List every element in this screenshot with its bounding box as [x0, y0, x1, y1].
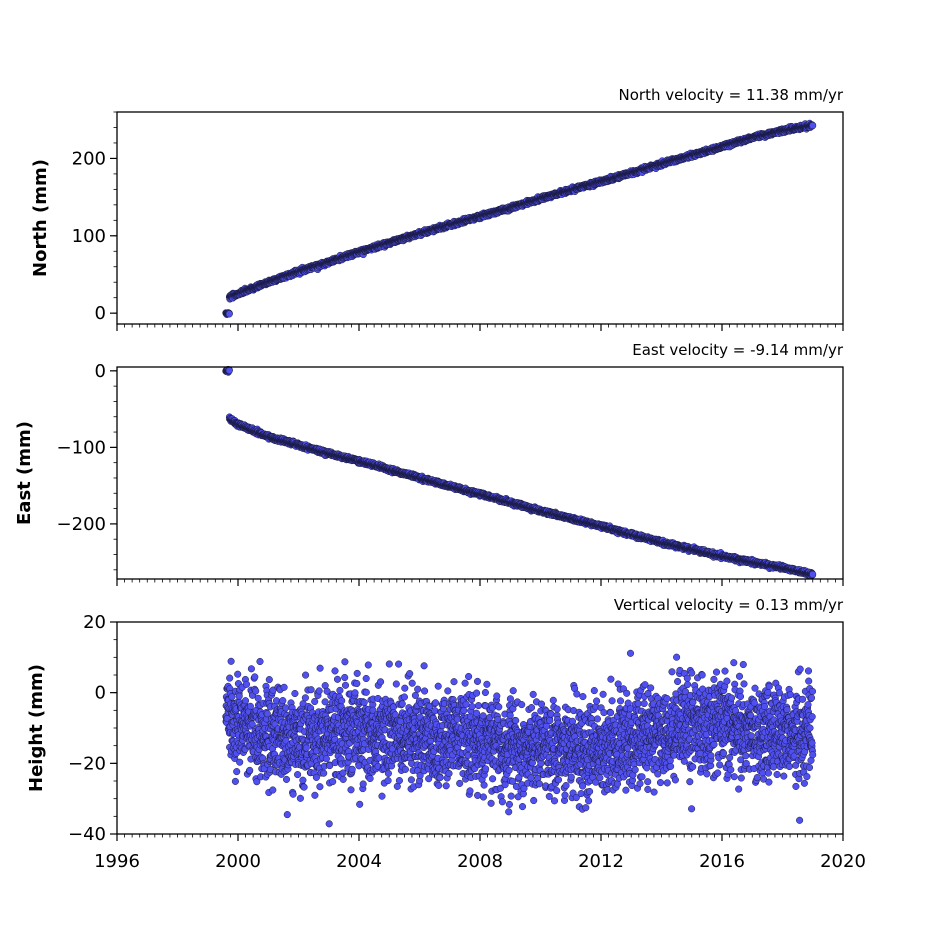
y-tick-label: 0 — [95, 303, 106, 324]
y-tick-label: 100 — [72, 226, 106, 247]
data-point — [226, 311, 233, 318]
north-points — [223, 120, 816, 318]
north-title: North velocity = 11.38 mm/yr — [619, 86, 844, 104]
east-points — [223, 366, 816, 579]
data-point — [226, 367, 233, 374]
north-y-axis-label: North (mm) — [30, 159, 51, 277]
panel-north: North velocity = 11.38 mm/yr North (mm) … — [30, 86, 844, 331]
panel-east: East velocity = -9.14 mm/yr East (mm) 0−… — [14, 341, 844, 586]
north-y-ticks: 0 100 200 — [72, 148, 117, 324]
data-point — [809, 122, 816, 129]
y-tick-label: 200 — [72, 148, 106, 169]
